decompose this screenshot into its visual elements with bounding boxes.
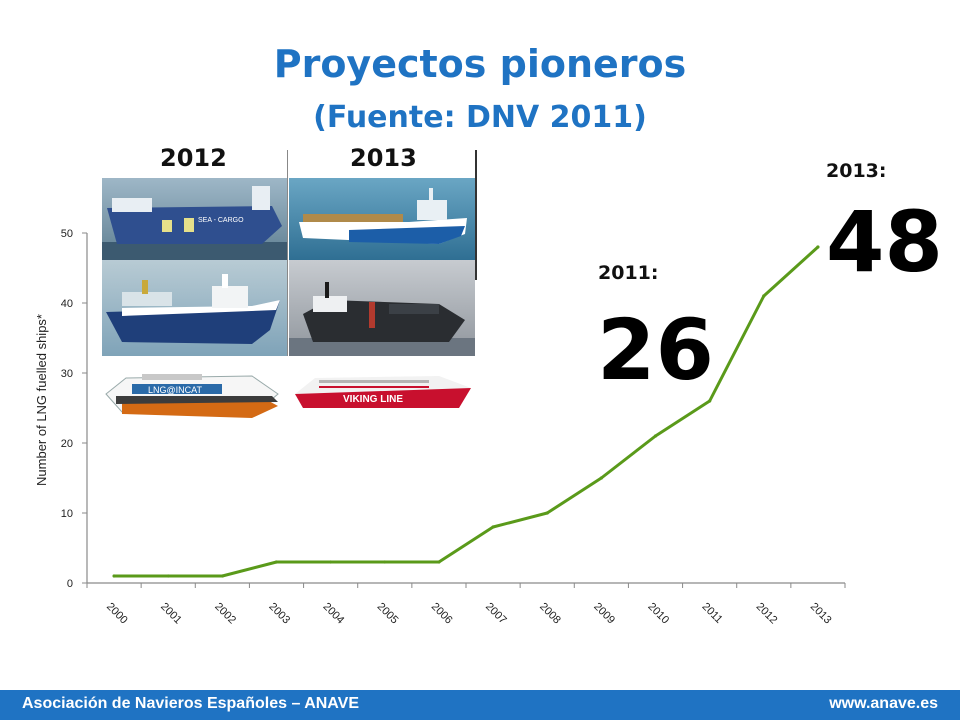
photo-right-border xyxy=(475,150,477,280)
data-point xyxy=(762,294,766,298)
y-tick-label: 20 xyxy=(61,438,73,450)
data-point xyxy=(816,245,820,249)
data-point xyxy=(166,574,170,578)
x-tick-label: 2005 xyxy=(375,601,401,627)
data-point xyxy=(220,574,224,578)
slide-title: Proyectos pioneros xyxy=(273,42,687,86)
y-tick-label: 10 xyxy=(61,508,73,520)
x-tick-label: 2006 xyxy=(429,601,455,627)
x-tick-label: 2008 xyxy=(537,601,563,627)
data-point xyxy=(383,560,387,564)
photo-dark-vessel xyxy=(289,260,475,356)
slide-subtitle: (Fuente: DNV 2011) xyxy=(313,100,647,135)
chart-series xyxy=(112,245,820,578)
x-tick-labels: 2000 2001 2002 2003 2004 2005 2006 2007 2008 2009… xyxy=(86,583,846,627)
footer-bar: Asociación de Navieros Españoles – ANAVE… xyxy=(0,690,960,720)
x-tick-label: 2013 xyxy=(808,601,834,627)
y-tick-label: 30 xyxy=(61,368,73,380)
data-point xyxy=(545,511,549,515)
y-axis-label: Number of LNG fuelled ships* xyxy=(34,314,49,486)
footer-organization: Asociación de Navieros Españoles – ANAVE xyxy=(22,695,360,712)
x-tick-label: 2003 xyxy=(266,601,292,627)
x-tick-label: 2004 xyxy=(321,601,347,627)
photos-2013-heading: 2013 xyxy=(350,144,417,172)
incat-hull-text: LNG@INCAT xyxy=(148,385,202,395)
x-tick-label: 2011 xyxy=(700,601,725,626)
data-point xyxy=(112,574,116,578)
y-tick-label: 0 xyxy=(67,578,73,590)
data-point xyxy=(708,399,712,403)
photo-supply-vessel xyxy=(289,178,475,260)
x-tick-label: 2000 xyxy=(104,601,130,627)
photo-sea-cargo-ship: SEA - CARGO xyxy=(102,178,287,260)
callout-2011-label: 2011: xyxy=(598,262,659,284)
y-tick-labels: 0 10 20 30 40 50 xyxy=(61,228,87,590)
data-point xyxy=(599,476,603,480)
sea-cargo-hull-text: SEA - CARGO xyxy=(198,217,244,224)
callout-2013-label: 2013: xyxy=(826,160,887,182)
x-tick-label: 2010 xyxy=(645,601,671,627)
data-point xyxy=(329,560,333,564)
footer-website[interactable]: www.anave.es xyxy=(829,695,938,712)
x-tick-label: 2001 xyxy=(158,601,184,627)
y-tick-label: 40 xyxy=(61,298,73,310)
photo-viking-line-ferry: VIKING LINE xyxy=(289,364,475,416)
data-point xyxy=(491,525,495,529)
y-tick-label: 50 xyxy=(61,228,73,240)
photo-fishing-vessel xyxy=(102,260,287,356)
x-tick-label: 2002 xyxy=(212,601,238,627)
photo-incat-ferry: LNG@INCAT xyxy=(102,360,287,424)
viking-line-hull-text: VIKING LINE xyxy=(343,394,403,405)
callout-2011-value: 26 xyxy=(597,301,714,399)
data-point xyxy=(653,434,658,438)
series-line xyxy=(114,245,819,578)
photo-divider xyxy=(287,150,288,356)
photos-2012-heading: 2012 xyxy=(160,144,227,172)
callout-2013-value: 48 xyxy=(826,193,943,291)
data-point xyxy=(274,560,279,564)
x-tick-label: 2009 xyxy=(591,601,617,627)
x-tick-label: 2007 xyxy=(483,601,509,627)
data-point xyxy=(437,560,441,564)
x-tick-label: 2012 xyxy=(754,601,780,627)
